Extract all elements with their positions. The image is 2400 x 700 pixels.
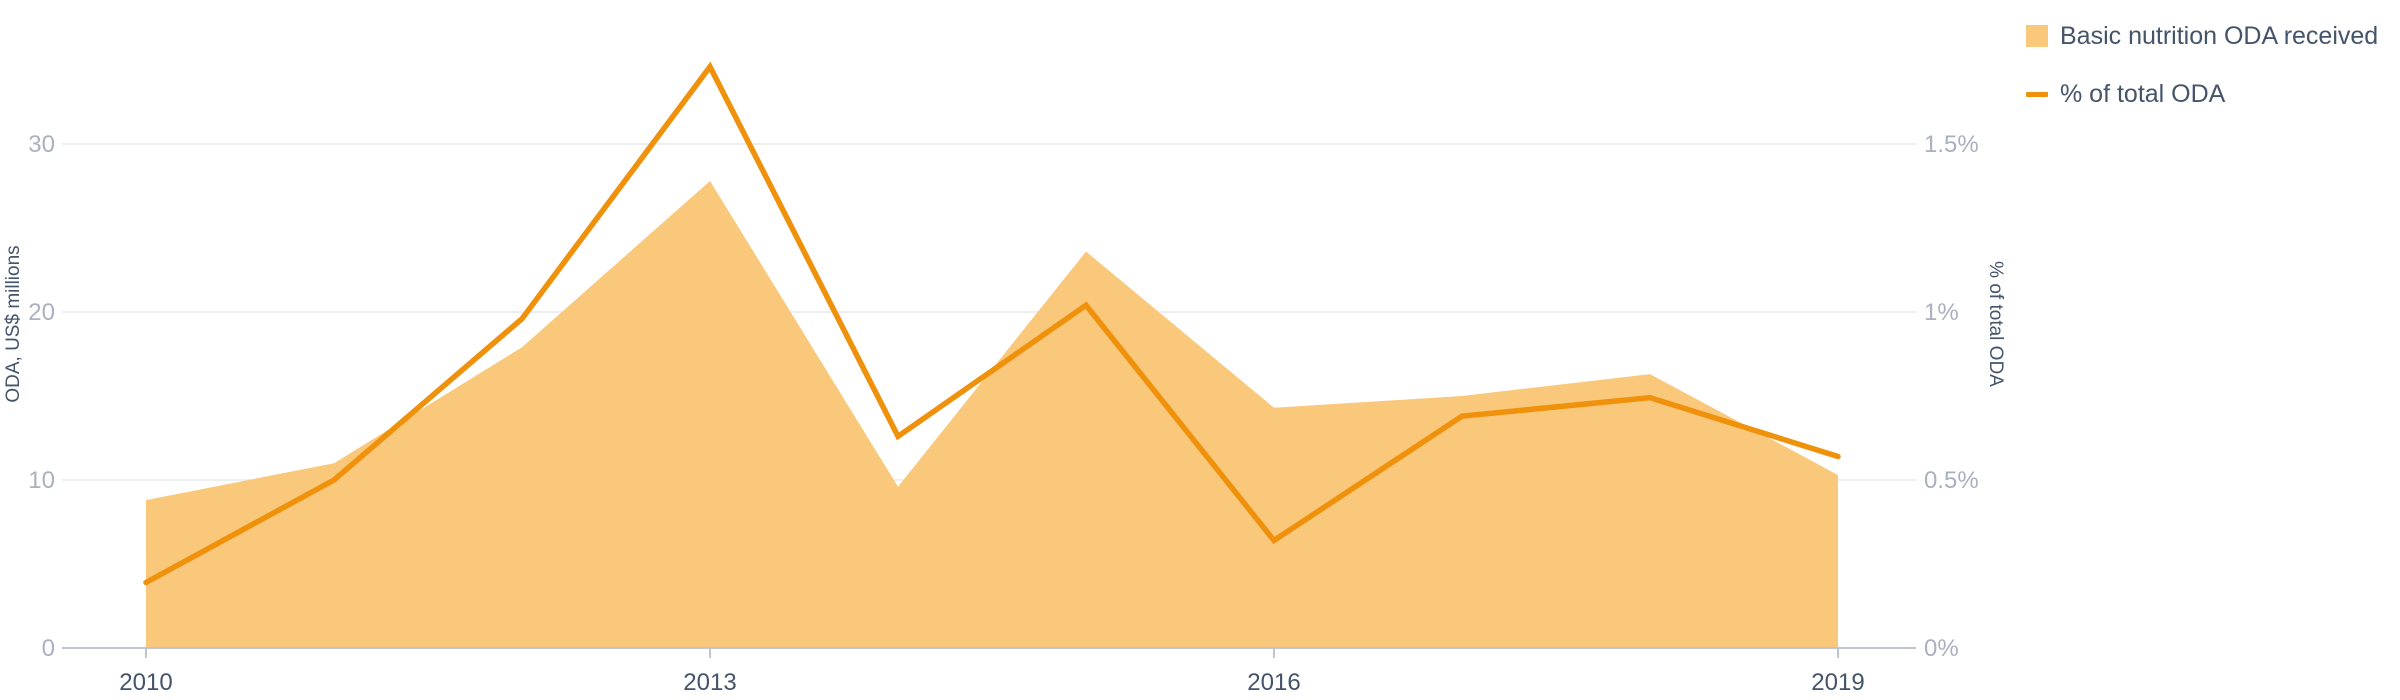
legend: Basic nutrition ODA received % of total … [2026, 18, 2378, 134]
legend-swatch-area [2026, 25, 2048, 47]
y-right-tick-label-2: 1% [1924, 299, 1959, 326]
x-tick-label-2016: 2016 [1247, 669, 1300, 696]
y-right-tick-label-0: 0% [1924, 635, 1959, 662]
x-tick-label-2010: 2010 [119, 669, 172, 696]
legend-label-line: % of total ODA [2060, 79, 2226, 108]
tick-labels: 2010 2013 2016 2019 0 10 20 30 0% 0.5% 1% 1.5% [28, 131, 1978, 696]
y-left-tick-label-0: 0 [42, 635, 55, 662]
y-left-tick-label-3: 30 [28, 131, 55, 158]
legend-item-area[interactable]: Basic nutrition ODA received [2026, 18, 2378, 54]
x-tick-label-2019: 2019 [1811, 669, 1864, 696]
legend-swatch-line [2026, 91, 2048, 97]
area-basic-nutrition-oda [146, 180, 1838, 648]
y-left-tick-label-2: 20 [28, 299, 55, 326]
y-right-tick-label-3: 1.5% [1924, 131, 1979, 158]
x-tick-label-2013: 2013 [683, 669, 736, 696]
axes [62, 647, 1916, 658]
area-series [146, 180, 1838, 648]
y-axis-right-title: % of total ODA [1985, 261, 2006, 387]
line-series [143, 61, 1841, 586]
legend-item-line[interactable]: % of total ODA [2026, 76, 2378, 112]
y-axis-left-title: ODA, US$ millions [3, 245, 24, 402]
legend-label-area: Basic nutrition ODA received [2060, 21, 2379, 50]
line-percent-total-oda [143, 61, 1841, 586]
y-left-tick-label-1: 10 [28, 467, 55, 494]
y-right-tick-label-1: 0.5% [1924, 467, 1979, 494]
